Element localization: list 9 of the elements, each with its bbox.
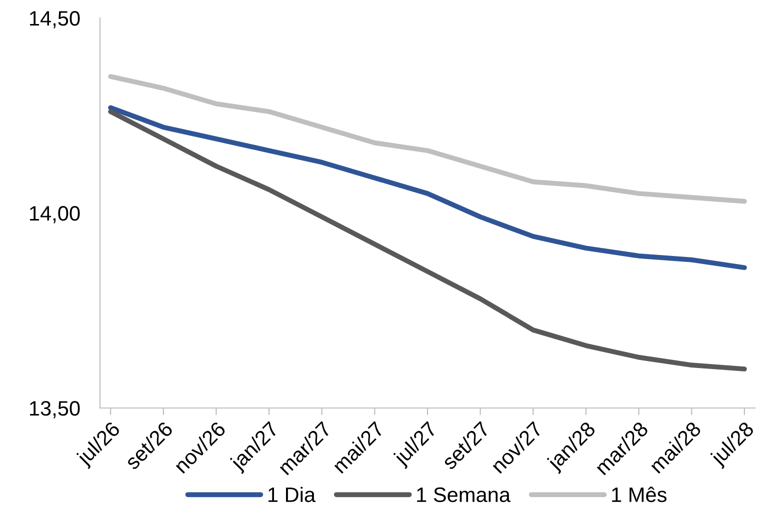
line-series [108, 109, 747, 372]
line-series [108, 74, 747, 204]
y-tick-label: 13,50 [30, 401, 80, 418]
legend-label: 1 Dia [268, 486, 316, 502]
line-series [108, 105, 747, 270]
y-tick-label: 14,50 [30, 11, 80, 28]
legend-label: 1 Semana [417, 487, 511, 502]
legend-label: 1 Mês [612, 486, 666, 502]
y-tick-label: 14,00 [30, 206, 80, 224]
